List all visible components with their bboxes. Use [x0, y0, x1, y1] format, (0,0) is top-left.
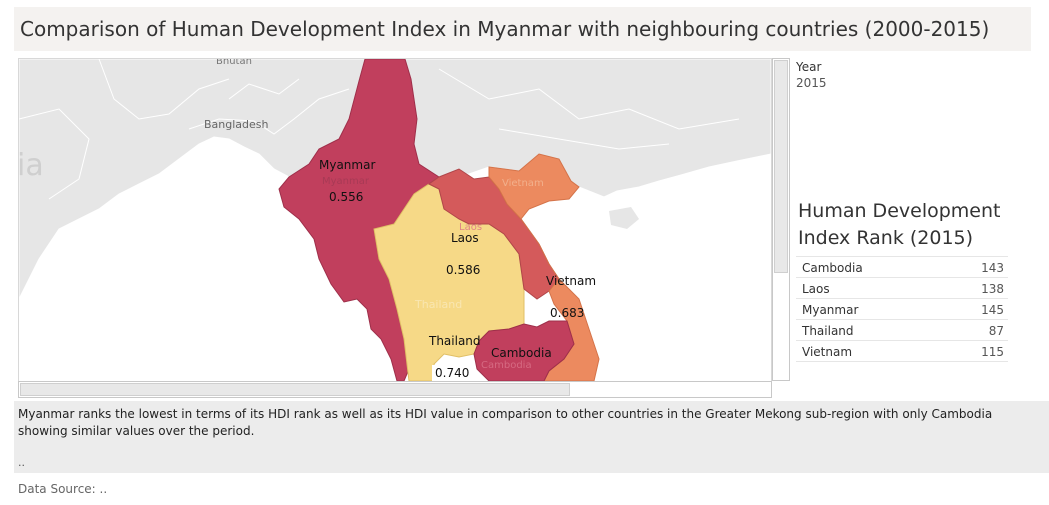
- hdi-thailand-bg: [432, 365, 472, 381]
- label-laos: Laos: [451, 231, 479, 245]
- internal-borders: [19, 59, 740, 200]
- horizontal-scroll-thumb[interactable]: [20, 383, 570, 396]
- table-row[interactable]: Thailand 87: [796, 320, 1008, 341]
- country-cambodia[interactable]: [473, 320, 575, 381]
- label-bangladesh: Bangladesh: [204, 118, 269, 131]
- ghost-label-cambodia: Cambodia: [481, 360, 532, 371]
- vertical-scroll-thumb[interactable]: [774, 60, 788, 273]
- map-horizontal-scrollbar[interactable]: [18, 381, 772, 398]
- description-panel: Myanmar ranks the lowest in terms of its…: [14, 401, 1049, 473]
- ghost-label-myanmar: Myanmar: [322, 176, 370, 187]
- rank-country: Myanmar: [802, 303, 859, 317]
- table-row[interactable]: Myanmar 145: [796, 299, 1008, 320]
- label-thailand: Thailand: [428, 334, 481, 348]
- rank-value: 87: [988, 324, 1004, 338]
- title-bar: Comparison of Human Development Index in…: [14, 7, 1031, 51]
- table-row[interactable]: Laos 138: [796, 278, 1008, 299]
- table-row[interactable]: Vietnam 115: [796, 341, 1008, 362]
- ghost-label-thailand: Thailand: [414, 298, 462, 311]
- year-filter-label: Year: [796, 60, 822, 74]
- hdi-laos: 0.586: [446, 263, 480, 277]
- dashboard-title: Comparison of Human Development Index in…: [20, 17, 990, 41]
- label-myanmar: Myanmar: [319, 158, 375, 172]
- rank-value: 115: [981, 345, 1004, 359]
- rank-country: Laos: [802, 282, 830, 296]
- rank-country: Vietnam: [802, 345, 853, 359]
- year-filter-value[interactable]: 2015: [796, 76, 827, 90]
- description-text: Myanmar ranks the lowest in terms of its…: [18, 407, 993, 438]
- land-hainan: [609, 207, 639, 229]
- label-partial-country: ia: [19, 148, 44, 183]
- table-row[interactable]: Cambodia 143: [796, 256, 1008, 278]
- rank-country: Thailand: [802, 324, 854, 338]
- rank-value: 138: [981, 282, 1004, 296]
- label-vietnam: Vietnam: [546, 274, 596, 288]
- country-vietnam[interactable]: [488, 153, 600, 381]
- rank-title-line1: Human Development: [798, 200, 1001, 222]
- hdi-myanmar: 0.556: [329, 190, 363, 204]
- description-dots: ..: [18, 456, 25, 469]
- data-source: Data Source: ..: [18, 482, 108, 496]
- map-svg[interactable]: Bhutan Bangladesh ia Myanmar Vietnam Lao…: [19, 59, 771, 381]
- hdi-vietnam: 0.683: [550, 306, 584, 320]
- map-view[interactable]: Bhutan Bangladesh ia Myanmar Vietnam Lao…: [18, 58, 772, 382]
- rank-title-line2: Index Rank (2015): [798, 227, 974, 249]
- rank-table: Cambodia 143 Laos 138 Myanmar 145 Thaila…: [796, 256, 1008, 362]
- map-vertical-scrollbar[interactable]: [772, 58, 790, 381]
- ghost-label-laos: Laos: [459, 222, 482, 233]
- label-bhutan: Bhutan: [216, 59, 252, 67]
- rank-panel-title: Human Development Index Rank (2015): [798, 198, 1018, 252]
- label-cambodia: Cambodia: [491, 346, 552, 360]
- rank-value: 143: [981, 261, 1004, 275]
- rank-country: Cambodia: [802, 261, 863, 275]
- hdi-thailand: 0.740: [435, 366, 469, 380]
- ghost-label-vietnam: Vietnam: [502, 178, 544, 189]
- rank-value: 145: [981, 303, 1004, 317]
- land-background: [19, 59, 771, 300]
